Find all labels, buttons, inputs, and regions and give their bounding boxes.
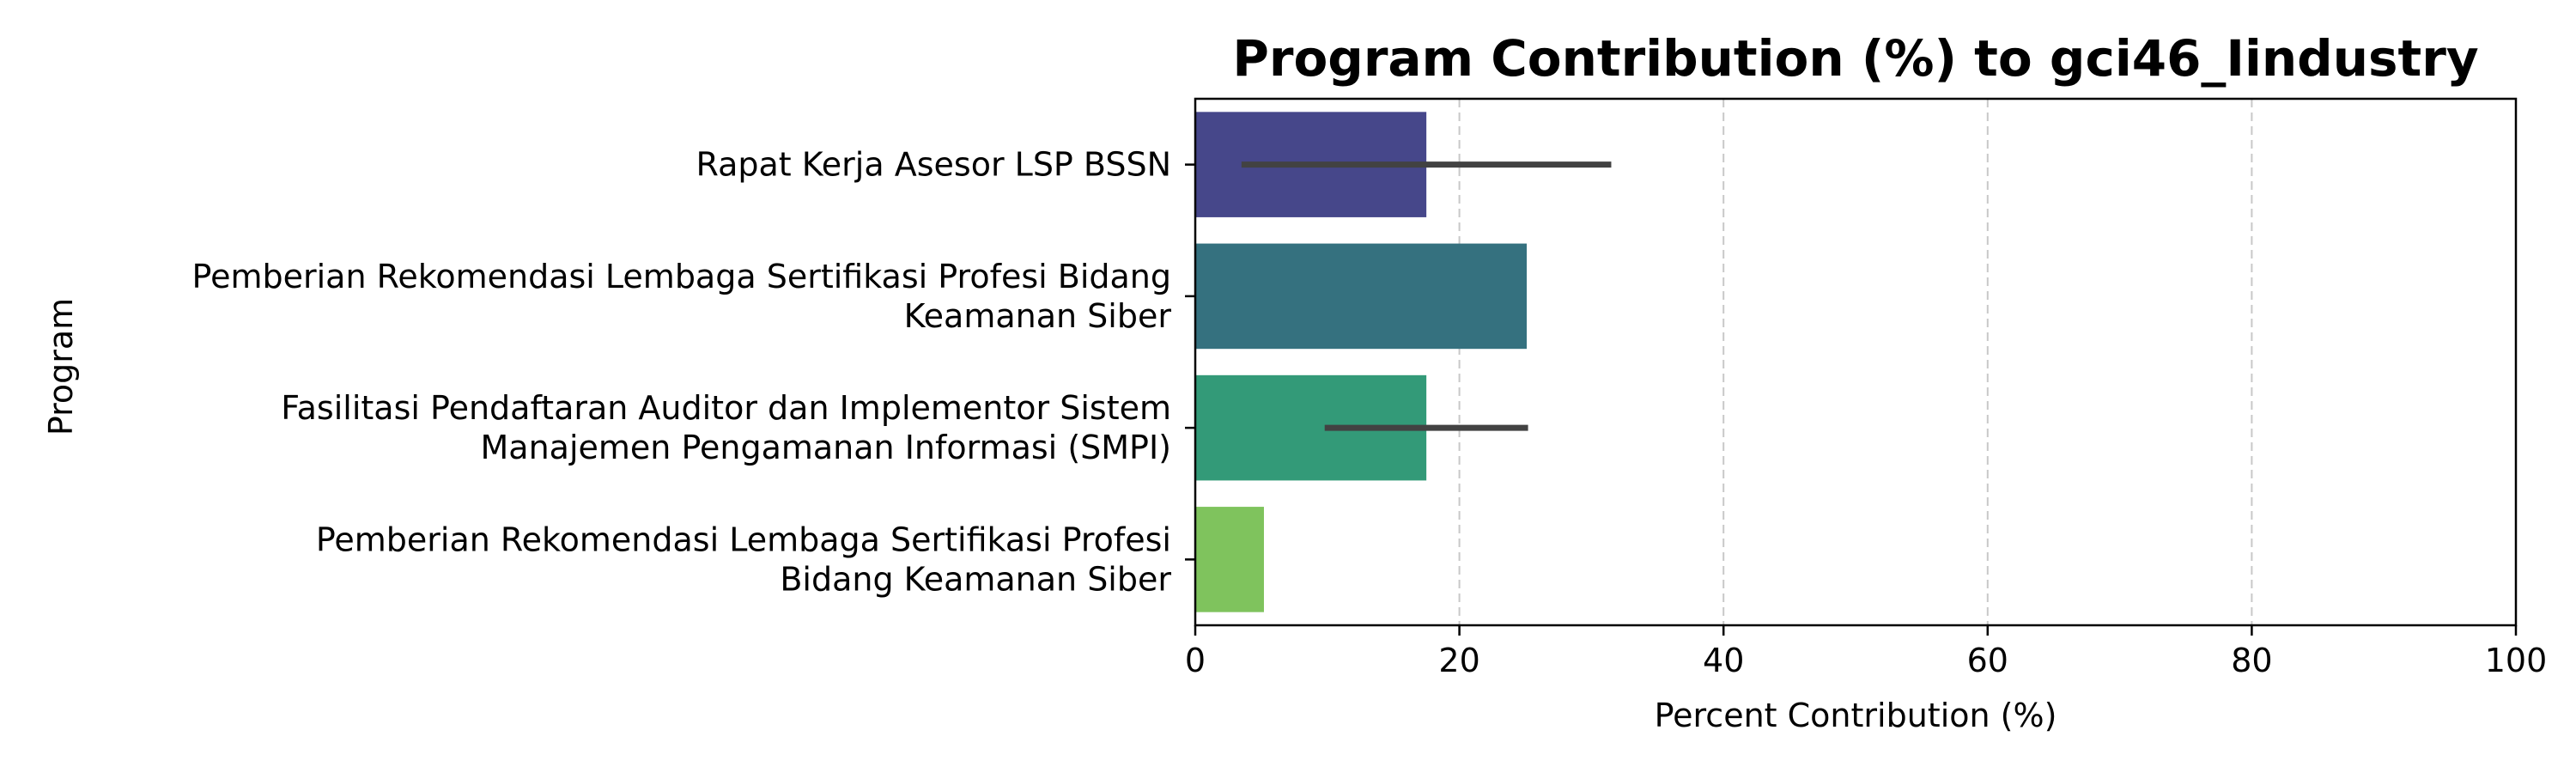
y-tick-label-line: Keamanan Siber: [904, 297, 1172, 335]
plot-frame: [1194, 97, 2518, 627]
y-tick-label: Pemberian Rekomendasi Lembaga Sertifikas…: [316, 520, 1172, 598]
x-tick-label: 100: [2485, 642, 2548, 679]
bars: [1195, 112, 1528, 612]
y-tick-label-line: Manajemen Pengamanan Informasi (SMPI): [481, 429, 1172, 466]
x-tick-label: 0: [1185, 642, 1206, 679]
grid-lines: [1458, 99, 2253, 625]
y-tick-label-line: Rapat Kerja Asesor LSP BSSN: [696, 146, 1171, 184]
x-tick-label: 20: [1438, 642, 1479, 679]
y-tick-label-line: Fasilitasi Pendaftaran Auditor dan Imple…: [281, 389, 1171, 427]
bar: [1195, 243, 1528, 350]
chart-title: Program Contribution (%) to gci46_Iindus…: [1232, 29, 2478, 88]
y-tick-label: Fasilitasi Pendaftaran Auditor dan Imple…: [281, 389, 1171, 466]
x-tick-label: 80: [2231, 642, 2272, 679]
error-bars: [1241, 161, 1612, 431]
y-tick-label-line: Pemberian Rekomendasi Lembaga Sertifikas…: [192, 258, 1171, 295]
x-axis-label: Percent Contribution (%): [1655, 697, 2057, 734]
x-tick-label: 60: [1967, 642, 2008, 679]
y-ticks: Rapat Kerja Asesor LSP BSSN Pemberian Rek…: [192, 146, 1195, 598]
x-ticks: 0 20 40 60 80 100: [1185, 625, 2547, 679]
y-tick-label-line: Bidang Keamanan Siber: [780, 560, 1171, 598]
y-tick-label-line: Pemberian Rekomendasi Lembaga Sertifikas…: [316, 520, 1171, 558]
bar: [1195, 507, 1264, 612]
x-tick-label: 40: [1703, 642, 1744, 679]
y-tick-label: Pemberian Rekomendasi Lembaga Sertifikas…: [192, 258, 1172, 335]
y-axis-label: Program: [42, 298, 80, 435]
y-tick-label: Rapat Kerja Asesor LSP BSSN: [696, 146, 1171, 184]
